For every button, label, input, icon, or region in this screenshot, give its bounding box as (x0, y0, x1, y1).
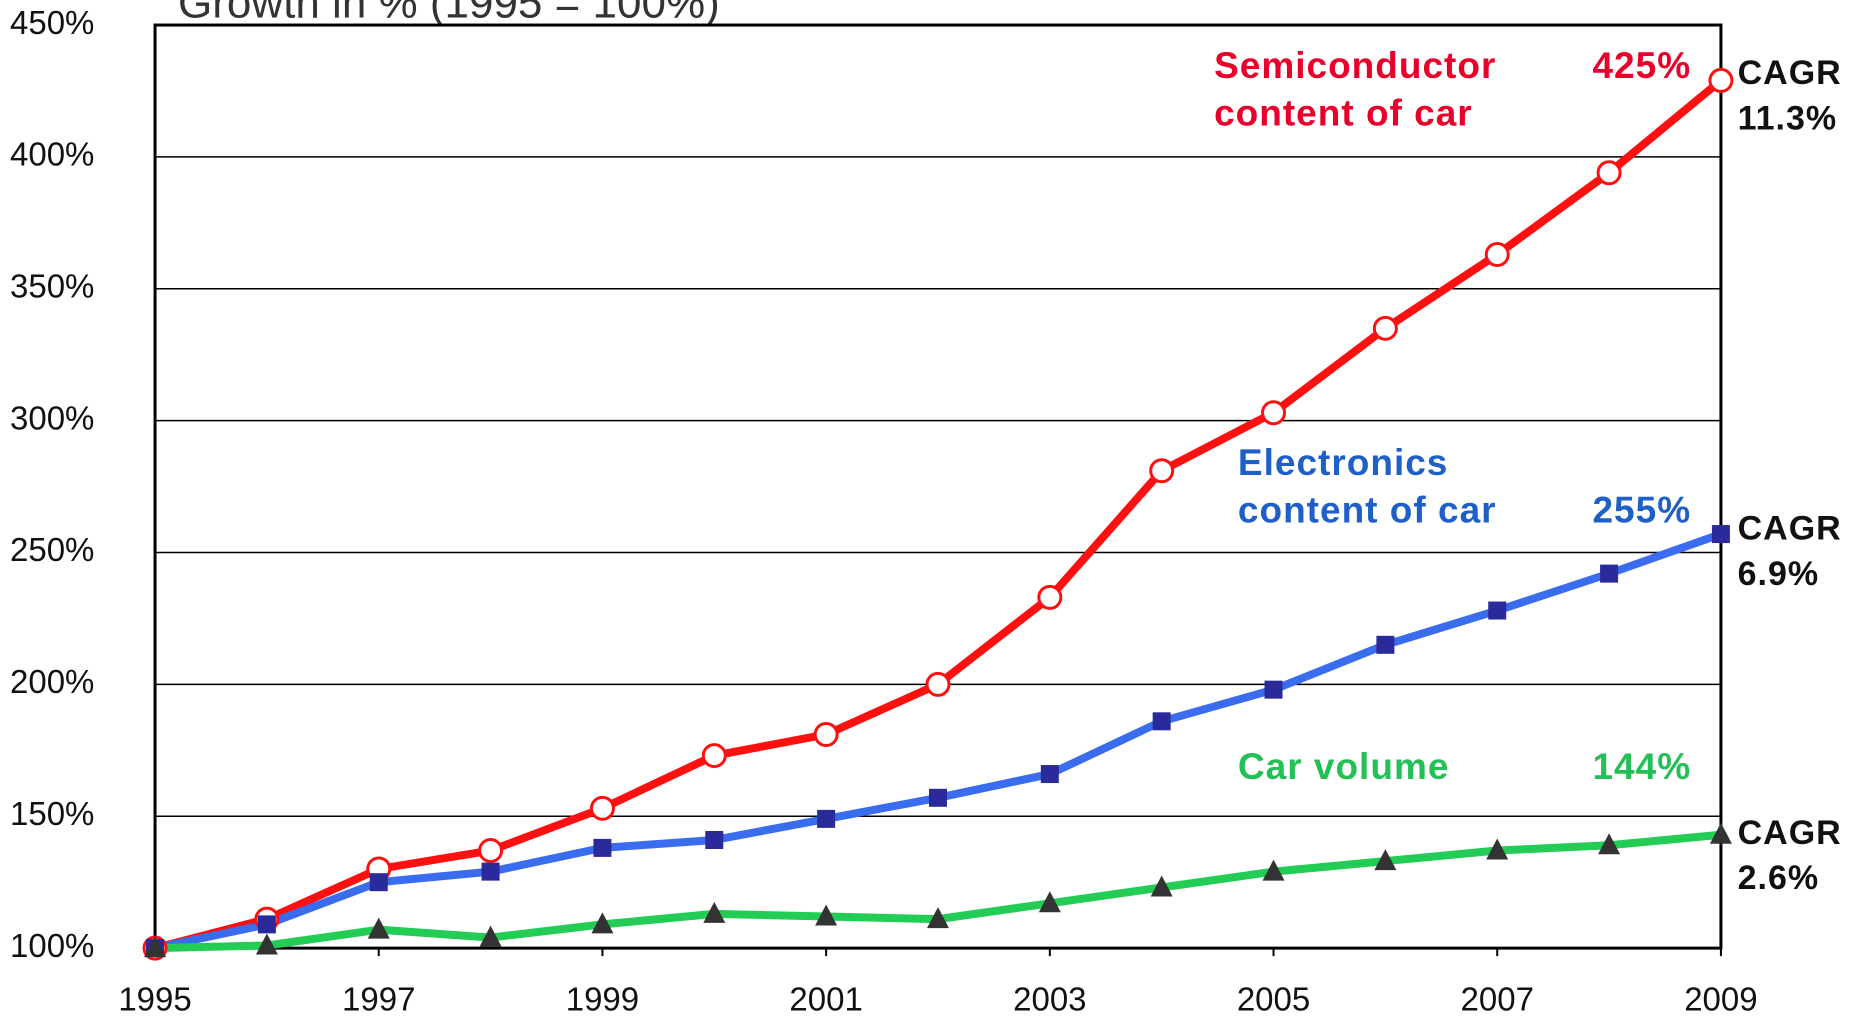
y-tick-label: 250% (10, 531, 94, 568)
cagr-value: 11.3% (1738, 99, 1838, 137)
cagr-value: 6.9% (1738, 555, 1820, 593)
point-marker (1041, 765, 1059, 783)
point-marker (1376, 636, 1394, 654)
x-tick-label: 1999 (566, 981, 639, 1018)
point-marker (927, 673, 949, 695)
point-marker (815, 723, 837, 745)
cagr-label: CAGR (1738, 814, 1842, 852)
point-marker (1153, 712, 1171, 730)
point-marker (1039, 586, 1061, 608)
x-tick-label: 1995 (118, 981, 191, 1018)
point-marker (1598, 162, 1620, 184)
y-tick-label: 350% (10, 267, 94, 304)
chart: Growth in % (1995 = 100%) 100% 150% 200% 25… (0, 0, 1870, 1020)
point-marker (480, 840, 502, 862)
point-marker (1265, 681, 1283, 699)
growth-label: 255% (1592, 490, 1691, 531)
series-label: content of car (1238, 490, 1497, 531)
x-tick-label: 2007 (1461, 981, 1534, 1018)
series-line (155, 534, 1721, 948)
point-marker (1712, 525, 1730, 543)
point-marker (258, 915, 276, 933)
y-tick-label: 300% (10, 399, 94, 436)
point-marker (1151, 460, 1173, 482)
chart-title: Growth in % (1995 = 100%) (178, 0, 720, 28)
point-marker (705, 831, 723, 849)
plot-frame (155, 25, 1721, 948)
cagr-value: 2.6% (1738, 859, 1820, 897)
x-tick-label: 2001 (789, 981, 862, 1018)
cagr-label: CAGR (1738, 54, 1842, 92)
growth-label: 425% (1592, 45, 1691, 86)
y-tick-label: 450% (10, 4, 94, 41)
series-label: Semiconductor (1214, 45, 1496, 86)
x-tick-label: 2009 (1684, 981, 1757, 1018)
x-tick-label: 2005 (1237, 981, 1310, 1018)
point-marker (1486, 243, 1508, 265)
y-tick-label: 100% (10, 927, 94, 964)
y-tick-label: 200% (10, 663, 94, 700)
point-marker (593, 839, 611, 857)
growth-label: 144% (1592, 746, 1691, 787)
point-marker (370, 873, 388, 891)
point-marker (703, 745, 725, 767)
series-label: Electronics (1238, 442, 1448, 483)
point-marker (591, 797, 613, 819)
cagr-label: CAGR (1738, 510, 1842, 548)
series-label: Car volume (1238, 746, 1450, 787)
point-marker (817, 810, 835, 828)
series-label: content of car (1214, 92, 1473, 133)
series-line (155, 835, 1721, 948)
point-marker (482, 863, 500, 881)
x-tick-label: 2003 (1013, 981, 1086, 1018)
point-marker (1374, 317, 1396, 339)
y-tick-label: 400% (10, 136, 94, 173)
point-marker (929, 789, 947, 807)
point-marker (1710, 69, 1732, 91)
y-tick-label: 150% (10, 795, 94, 832)
point-marker (1263, 402, 1285, 424)
point-marker (1488, 602, 1506, 620)
x-tick-label: 1997 (342, 981, 415, 1018)
point-marker (1600, 565, 1618, 583)
